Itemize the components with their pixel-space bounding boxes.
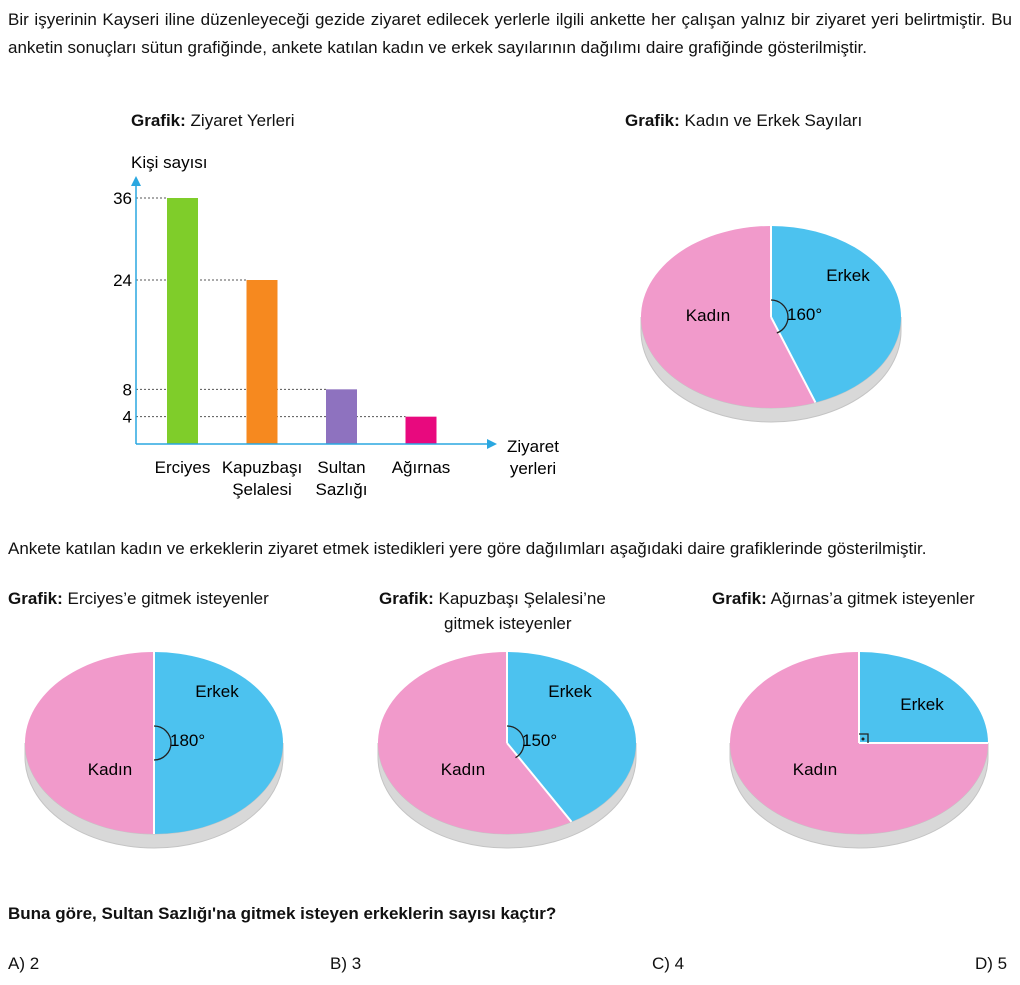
question-text: Buna göre, Sultan Sazlığı'na gitmek iste… xyxy=(8,904,557,923)
bar-category-label: Sazlığı xyxy=(316,480,368,499)
pie-label-kadin: Kadın xyxy=(686,306,730,325)
angle-label: 180° xyxy=(170,731,205,750)
bar-chart-ytick-label: 8 xyxy=(123,380,132,399)
bar-chart-ytick-label: 36 xyxy=(113,189,132,208)
kapuzbasi-pie-title-prefix: Grafik: xyxy=(379,589,434,608)
bar-category-label: Erciyes xyxy=(155,458,211,477)
pie-label-kadin: Kadın xyxy=(441,760,485,779)
pie-label-kadin: Kadın xyxy=(88,760,132,779)
gender-pie-chart: 160° Kadın Erkek xyxy=(640,226,902,423)
right-angle-dot xyxy=(861,737,865,741)
agirnas-pie-chart: Kadın Erkek xyxy=(729,652,989,849)
pie-label-erkek: Erkek xyxy=(900,695,944,714)
erciyes-pie-chart: 180° Kadın Erkek xyxy=(24,652,284,849)
bar-2 xyxy=(326,389,357,444)
angle-label: 150° xyxy=(522,731,557,750)
kapuzbasi-pie-title: Grafik: Kapuzbaşı Şelalesi’ne xyxy=(379,589,606,609)
angle-label: 160° xyxy=(787,305,822,324)
bar-1 xyxy=(246,280,278,444)
agirnas-pie-title-text: Ağırnas’a gitmek isteyenler xyxy=(770,589,975,608)
bar-3 xyxy=(405,416,437,444)
bar-category-label: Şelalesi xyxy=(232,480,292,499)
bar-category-label: Kapuzbaşı xyxy=(222,458,302,477)
angle-arc xyxy=(506,725,525,759)
bar-chart-ylabel: Kişi sayısı xyxy=(131,153,208,172)
pie-slice-erkek xyxy=(859,652,988,743)
erciyes-pie-title-prefix: Grafik: xyxy=(8,589,63,608)
kapuzbasi-pie-title-line2: gitmek isteyenler xyxy=(444,614,572,633)
bar-chart: Kişi sayısı 36 24 8 4 Erciyes Kapuzbaşı Şelal… xyxy=(113,153,559,499)
pie-slice-erkek xyxy=(771,226,902,403)
bar-chart-xlabel-line1: Ziyaret xyxy=(507,437,559,456)
bar-chart-ytick-label: 4 xyxy=(123,408,132,427)
pie-slice-kadin xyxy=(25,652,154,834)
gender-pie-title-prefix: Grafik: xyxy=(625,111,680,130)
option-a[interactable]: A) 2 xyxy=(8,954,40,973)
kapuzbasi-pie-chart: 150° Kadın Erkek xyxy=(377,652,637,849)
gender-pie-title: Grafik: Kadın ve Erkek Sayıları xyxy=(625,111,862,131)
gender-pie-title-text: Kadın ve Erkek Sayıları xyxy=(684,111,863,130)
pie-label-erkek: Erkek xyxy=(826,266,870,285)
bar-chart-x-axis-arrow xyxy=(487,439,497,449)
option-c[interactable]: C) 4 xyxy=(652,954,685,973)
right-angle-mark xyxy=(859,733,869,743)
pie-slice-erkek xyxy=(507,652,636,822)
bar-chart-title: Grafik: Ziyaret Yerleri xyxy=(131,111,294,131)
pie-slice-kadin xyxy=(377,652,572,834)
bar-chart-y-axis-arrow xyxy=(131,176,141,186)
pie-separator xyxy=(770,316,817,403)
pie-slice-kadin xyxy=(641,226,816,408)
bar-0 xyxy=(167,198,198,444)
kapuzbasi-pie-title-line1: Kapuzbaşı Şelalesi’ne xyxy=(438,589,606,608)
bar-chart-xlabel-line2: yerleri xyxy=(510,459,556,478)
bar-category-label: Sultan xyxy=(317,458,365,477)
agirnas-pie-title-prefix: Grafik: xyxy=(712,589,767,608)
pie-label-kadin: Kadın xyxy=(793,760,837,779)
second-paragraph: Ankete katılan kadın ve erkeklerin ziyar… xyxy=(8,539,927,558)
pie-label-erkek: Erkek xyxy=(195,682,239,701)
option-d[interactable]: D) 5 xyxy=(975,954,1008,973)
erciyes-pie-title-text: Erciyes’e gitmek isteyenler xyxy=(67,589,269,608)
agirnas-pie-title: Grafik: Ağırnas’a gitmek isteyenler xyxy=(712,589,975,609)
pie-label-erkek: Erkek xyxy=(548,682,592,701)
bar-chart-title-prefix: Grafik: xyxy=(131,111,186,130)
bar-chart-title-text: Ziyaret Yerleri xyxy=(190,111,295,130)
bar-chart-ytick-label: 24 xyxy=(113,271,132,290)
bar-category-label: Ağırnas xyxy=(392,458,451,477)
erciyes-pie-title: Grafik: Erciyes’e gitmek isteyenler xyxy=(8,589,269,609)
pie-slice-erkek xyxy=(154,652,283,834)
angle-arc xyxy=(770,299,789,334)
intro-paragraph: Bir işyerinin Kayseri iline düzenleyeceğ… xyxy=(8,10,1012,57)
angle-arc xyxy=(153,725,172,761)
option-b[interactable]: B) 3 xyxy=(330,954,362,973)
